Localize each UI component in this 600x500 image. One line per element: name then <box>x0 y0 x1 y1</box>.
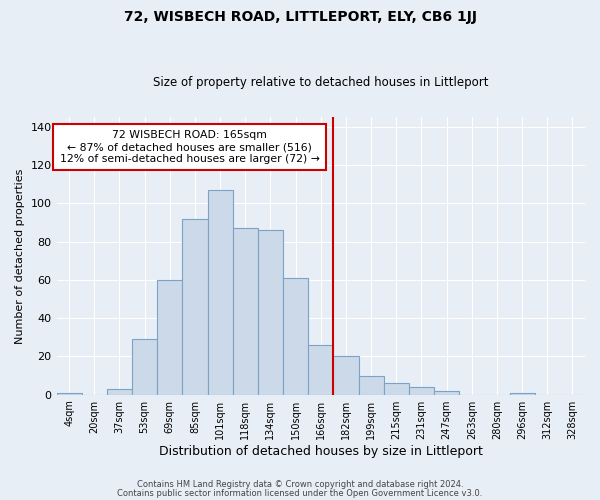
Bar <box>308 345 334 395</box>
Bar <box>258 230 283 394</box>
X-axis label: Distribution of detached houses by size in Littleport: Distribution of detached houses by size … <box>159 444 483 458</box>
Bar <box>107 389 132 394</box>
Bar <box>182 218 208 394</box>
Bar <box>359 376 383 394</box>
Bar <box>509 393 535 394</box>
Bar <box>283 278 308 394</box>
Bar <box>334 356 359 395</box>
Text: 72 WISBECH ROAD: 165sqm
← 87% of detached houses are smaller (516)
12% of semi-d: 72 WISBECH ROAD: 165sqm ← 87% of detache… <box>60 130 320 164</box>
Bar <box>132 339 157 394</box>
Bar <box>409 387 434 394</box>
Bar <box>157 280 182 394</box>
Bar <box>383 383 409 394</box>
Y-axis label: Number of detached properties: Number of detached properties <box>15 168 25 344</box>
Title: Size of property relative to detached houses in Littleport: Size of property relative to detached ho… <box>153 76 488 90</box>
Bar <box>56 393 82 394</box>
Text: Contains public sector information licensed under the Open Government Licence v3: Contains public sector information licen… <box>118 488 482 498</box>
Bar <box>208 190 233 394</box>
Bar <box>434 391 459 394</box>
Bar <box>233 228 258 394</box>
Text: 72, WISBECH ROAD, LITTLEPORT, ELY, CB6 1JJ: 72, WISBECH ROAD, LITTLEPORT, ELY, CB6 1… <box>124 10 476 24</box>
Text: Contains HM Land Registry data © Crown copyright and database right 2024.: Contains HM Land Registry data © Crown c… <box>137 480 463 489</box>
